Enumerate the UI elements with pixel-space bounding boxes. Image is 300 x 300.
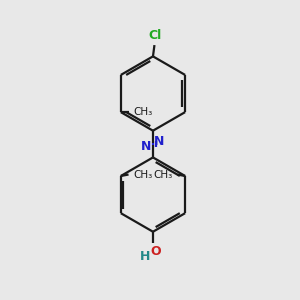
Text: CH₃: CH₃ [153, 169, 172, 179]
Text: N: N [154, 135, 165, 148]
Text: N: N [141, 140, 152, 153]
Text: Cl: Cl [148, 28, 162, 41]
Text: H: H [140, 250, 150, 263]
Text: CH₃: CH₃ [134, 107, 153, 117]
Text: O: O [150, 245, 161, 258]
Text: CH₃: CH₃ [134, 169, 153, 179]
